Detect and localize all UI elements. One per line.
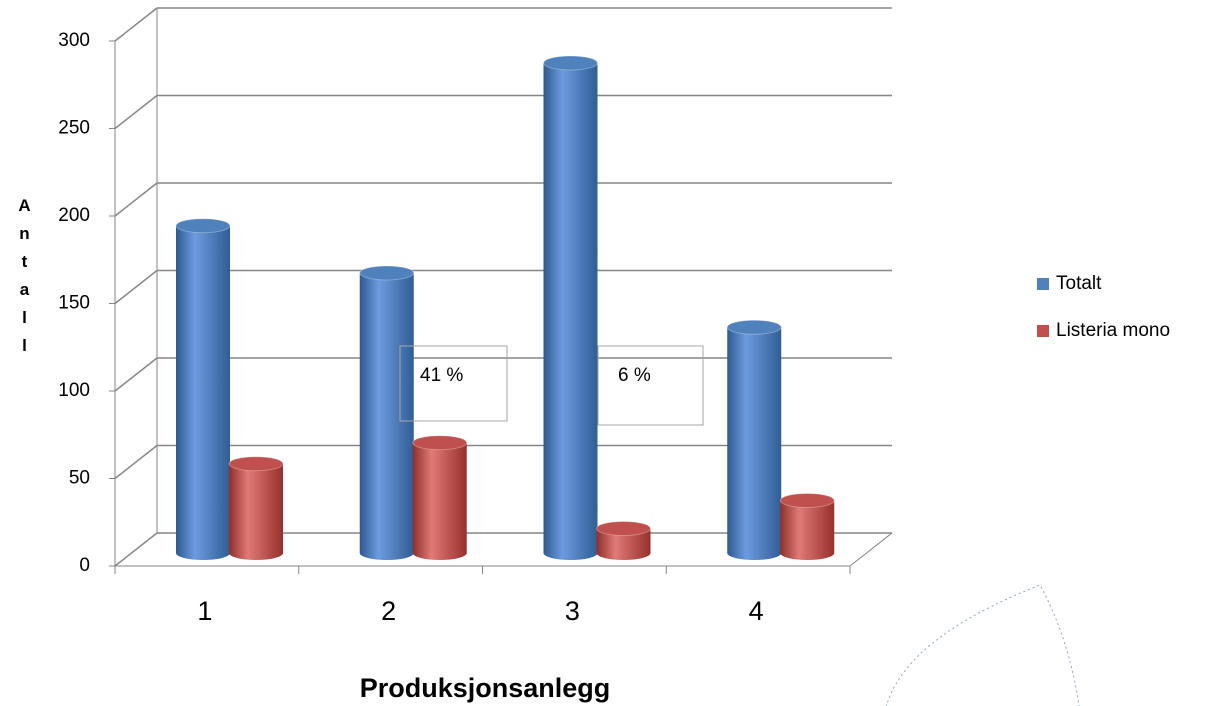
annotation-box xyxy=(399,345,508,422)
y-tick-label: 100 xyxy=(58,380,90,401)
grid-line xyxy=(114,269,158,305)
bar xyxy=(175,218,231,560)
legend-swatch xyxy=(1037,325,1049,337)
x-tick-label: 1 xyxy=(197,596,212,626)
y-tick-label: 150 xyxy=(58,293,90,314)
grid-line xyxy=(114,532,158,567)
bar-top xyxy=(359,265,415,281)
bar-top xyxy=(726,319,782,335)
bar-top xyxy=(596,521,651,536)
legend-swatch xyxy=(1037,278,1049,290)
legend-label: Listeria mono xyxy=(1056,320,1170,341)
decoration xyxy=(886,584,1080,706)
bar-top xyxy=(779,493,835,508)
bar-top xyxy=(175,218,231,234)
bar xyxy=(412,435,468,560)
bar xyxy=(779,493,835,560)
y-tick-label: 250 xyxy=(58,118,90,139)
grid-line xyxy=(114,444,158,480)
bar-body xyxy=(359,273,414,560)
x-axis-title: Produksjonsanlegg xyxy=(360,673,611,703)
y-tick-label: 300 xyxy=(58,30,90,51)
grid-line xyxy=(114,182,158,217)
bar-body xyxy=(780,500,835,560)
grid-line xyxy=(114,7,158,42)
bar xyxy=(543,55,598,560)
grid-line xyxy=(114,357,158,392)
bar-body xyxy=(229,463,283,560)
legend-label: Totalt xyxy=(1056,273,1102,294)
x-tick-label: 2 xyxy=(381,596,396,626)
bar-top xyxy=(543,55,598,71)
bar-top xyxy=(412,435,468,451)
bar xyxy=(596,521,651,560)
annotation: 6 % xyxy=(618,365,651,386)
bar xyxy=(726,319,782,560)
bar-body xyxy=(412,442,467,560)
x-tick-label: 4 xyxy=(749,596,764,626)
bar-top xyxy=(228,456,284,472)
y-axis-title: Antall xyxy=(15,196,34,364)
bar-body xyxy=(727,327,782,560)
grid-line xyxy=(114,94,158,130)
y-tick-label: 0 xyxy=(79,555,90,576)
bar xyxy=(228,456,284,560)
annotation: 41 % xyxy=(420,365,463,386)
bar-body xyxy=(176,225,230,560)
y-tick-label: 50 xyxy=(69,468,90,489)
y-tick-label: 200 xyxy=(58,205,90,226)
bar xyxy=(359,265,415,560)
annotation-box xyxy=(597,345,704,426)
floor-edge xyxy=(849,532,893,567)
x-tick-label: 3 xyxy=(565,596,580,626)
bar-body xyxy=(596,528,651,560)
bar-body xyxy=(543,63,598,560)
